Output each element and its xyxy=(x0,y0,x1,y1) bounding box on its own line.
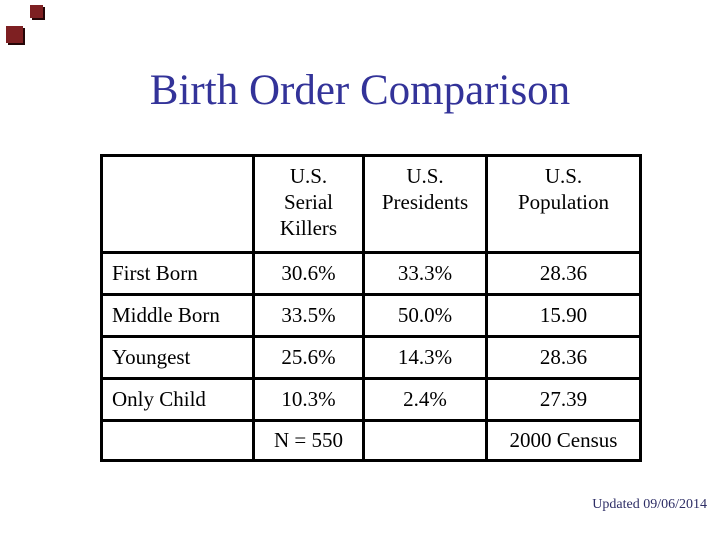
cell-value: 50.0% xyxy=(362,293,488,338)
page-title: Birth Order Comparison xyxy=(149,67,571,114)
row-label-youngest: Youngest xyxy=(100,335,255,380)
table-footer-row: N = 550 2000 Census xyxy=(100,419,642,462)
cell-value: 25.6% xyxy=(252,335,365,380)
cell-value: 10.3% xyxy=(252,377,365,422)
table-row: Youngest 25.6% 14.3% 28.36 xyxy=(100,335,642,380)
table-row: First Born 30.6% 33.3% 28.36 xyxy=(100,251,642,296)
header-cell-serial-killers: U.S. Serial Killers xyxy=(252,154,365,254)
cell-value: 28.36 xyxy=(485,335,642,380)
footer-cell-empty xyxy=(362,419,488,462)
footer-cell-census: 2000 Census xyxy=(485,419,642,462)
updated-date-note: Updated 09/06/2014 xyxy=(592,497,707,512)
cell-value: 27.39 xyxy=(485,377,642,422)
cell-value: 14.3% xyxy=(362,335,488,380)
corner-decoration-square-large xyxy=(6,26,23,43)
footer-cell-empty xyxy=(100,419,255,462)
footer-cell-sample-size: N = 550 xyxy=(252,419,365,462)
table-header-row: U.S. Serial Killers U.S. Presidents U.S.… xyxy=(100,154,642,254)
cell-value: 33.5% xyxy=(252,293,365,338)
table-row: Middle Born 33.5% 50.0% 15.90 xyxy=(100,293,642,338)
cell-value: 2.4% xyxy=(362,377,488,422)
cell-value: 33.3% xyxy=(362,251,488,296)
birth-order-table: U.S. Serial Killers U.S. Presidents U.S.… xyxy=(100,154,642,462)
row-label-middle-born: Middle Born xyxy=(100,293,255,338)
cell-value: 15.90 xyxy=(485,293,642,338)
row-label-only-child: Only Child xyxy=(100,377,255,422)
table-row: Only Child 10.3% 2.4% 27.39 xyxy=(100,377,642,422)
header-cell-empty xyxy=(100,154,255,254)
header-cell-population: U.S. Population xyxy=(485,154,642,254)
corner-decoration-square-small xyxy=(30,5,43,18)
cell-value: 28.36 xyxy=(485,251,642,296)
header-cell-presidents: U.S. Presidents xyxy=(362,154,488,254)
cell-value: 30.6% xyxy=(252,251,365,296)
row-label-first-born: First Born xyxy=(100,251,255,296)
